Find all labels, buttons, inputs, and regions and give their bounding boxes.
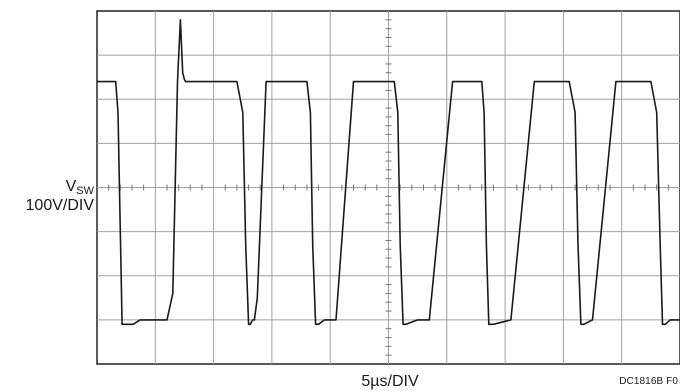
x-axis-label: 5µs/DIV xyxy=(361,373,419,390)
grid-lines xyxy=(97,11,680,364)
y-axis-scale-label: 100V/DIV xyxy=(25,197,94,214)
trace-group xyxy=(97,18,680,326)
figure-note: DC1816B F0 xyxy=(619,376,678,387)
trace-line-1 xyxy=(97,18,680,326)
y-axis-label-subscript: SW xyxy=(76,185,94,197)
y-axis-label-main: V xyxy=(65,178,77,195)
y-axis-label: VSW xyxy=(0,178,94,200)
